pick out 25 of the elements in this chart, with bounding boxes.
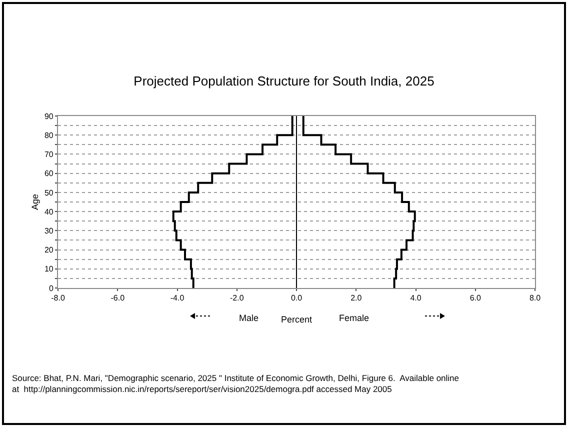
y-tick-label: 90 [44,112,54,121]
x-axis-title: Percent [280,314,312,324]
x-tick-label: 6.0 [470,294,482,303]
y-tick-label: 40 [44,207,54,216]
x-tick-label: 4.0 [410,294,422,303]
x-tick-label: 8.0 [529,294,542,303]
y-tick-label: 70 [44,150,54,160]
y-tick-label: 20 [44,246,54,255]
text: Male [239,313,259,323]
text: Female [339,313,370,323]
y-tick-label: 60 [44,169,54,178]
y-tick-label: 30 [44,226,54,236]
x-tick-label: -4.0 [170,294,185,303]
x-tick-label: -2.0 [230,294,244,303]
x-tick-label: -6.0 [110,294,126,303]
x-tick-label: 2.0 [350,294,362,303]
y-tick-label: 50 [44,188,54,198]
y-tick-label: 10 [44,264,54,274]
source-note: Source: Bhat, P.N. Mari, "Demographic scenario, 2025 " Institute of Economic Growth, Delhi, Figure 6. Available online at http://planningcommission.nic.in/reports/sereport/ser/vision2025/demogra.pdf accessed May 2005 [12,373,460,394]
chart-title: Projected Population Structure for South India, 2025 [134,74,434,89]
x-tick-label: 0.0 [290,294,303,303]
x-tick-label: -8.0 [51,294,66,303]
y-tick-label: 80 [44,130,54,140]
y-tick-label: 0 [48,284,54,293]
y-axis-title: Age [30,194,40,210]
